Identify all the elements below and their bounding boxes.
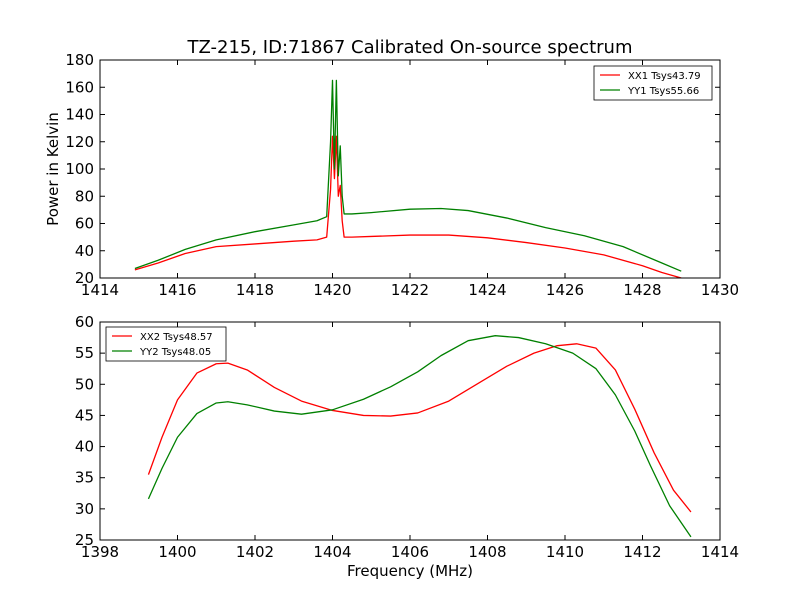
top-x-tick-label: 1418 [236,281,274,299]
bottom-x-tick-label: 1414 [701,543,739,561]
top-series-line-1 [134,135,682,278]
top-y-tick-label: 60 [75,215,94,233]
bottom-series-line-2 [147,335,692,538]
bottom-y-tick-label: 35 [75,469,94,487]
bottom-y-tick-label: 25 [75,531,94,549]
top-legend: XX1 Tsys43.79 YY1 Tsys55.66 [593,65,713,101]
top-x-tick-label: 1416 [158,281,196,299]
top-x-tick-label: 1422 [391,281,429,299]
top-y-tick-label: 140 [65,106,94,124]
top-panel: 1414 1416 1418 1420 1422 1424 1426 1428 1430 20 40… [65,51,739,299]
bottom-x-tick-label: 1410 [546,543,584,561]
top-x-tick-label: 1414 [81,281,119,299]
top-y-tick-label: 160 [65,78,94,96]
top-y-tick-label: 180 [65,51,94,69]
bottom-y-tick-label: 30 [75,500,94,518]
x-axis-label: Frequency (MHz) [347,562,473,580]
bottom-y-tick-label: 40 [75,438,94,456]
top-y-tick-label: 100 [65,160,94,178]
bottom-series-line-1 [147,343,692,513]
top-legend-label: XX1 Tsys43.79 [628,71,701,82]
bottom-y-tick-label: 50 [75,375,94,393]
top-legend-label: YY1 Tsys55.66 [627,86,699,97]
top-x-tick-label: 1428 [623,281,661,299]
bottom-panel: 1398 1400 1402 1404 1406 1408 1410 1412 1414 25 30… [75,313,739,561]
top-y-tick-label: 40 [75,242,94,260]
bottom-x-tick-label: 1400 [158,543,196,561]
top-x-tick-label: 1430 [701,281,739,299]
bottom-x-tick-label: 1404 [313,543,351,561]
top-y-tick-label: 80 [75,187,94,205]
bottom-x-tick-label: 1398 [81,543,119,561]
bottom-y-tick-label: 55 [75,344,94,362]
bottom-y-tick-label: 45 [75,406,94,424]
top-series-line-2 [134,79,682,272]
top-x-tick-label: 1426 [546,281,584,299]
top-y-tick-label: 120 [65,133,94,151]
bottom-x-tick-label: 1406 [391,543,429,561]
top-x-tick-label: 1424 [468,281,506,299]
chart-title: TZ-215, ID:71867 Calibrated On-source sp… [187,37,633,58]
y-axis-label-top: Power in Kelvin [44,112,62,226]
bottom-y-tick-label: 60 [75,313,94,331]
bottom-legend: XX2 Tsys48.57 YY2 Tsys48.05 [105,326,227,362]
bottom-x-tick-label: 1408 [468,543,506,561]
bottom-legend-label: YY2 Tsys48.05 [139,347,211,358]
bottom-legend-label: XX2 Tsys48.57 [140,332,213,343]
top-y-tick-label: 20 [75,269,94,287]
bottom-x-tick-label: 1412 [623,543,661,561]
bottom-x-tick-label: 1402 [236,543,274,561]
top-x-tick-label: 1420 [313,281,351,299]
